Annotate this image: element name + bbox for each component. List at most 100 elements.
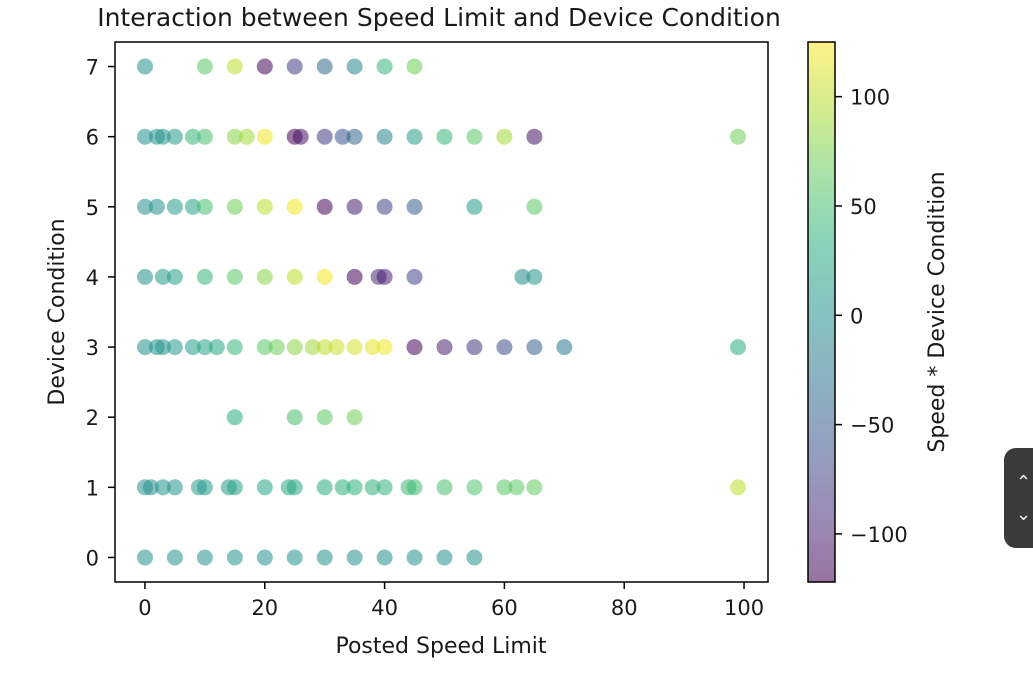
scatter-point bbox=[292, 128, 309, 145]
scatter-point bbox=[196, 268, 213, 285]
x-tick-label: 40 bbox=[371, 596, 398, 620]
colorbar-tick-label: 100 bbox=[850, 86, 890, 110]
scatter-point bbox=[346, 479, 363, 496]
scatter-point bbox=[508, 479, 525, 496]
scatter-point bbox=[496, 479, 513, 496]
scroll-widget[interactable]: ⌃ ⌄ bbox=[1004, 448, 1033, 548]
scatter-point bbox=[166, 479, 183, 496]
scatter-point bbox=[154, 268, 171, 285]
scatter-point bbox=[376, 58, 393, 75]
scatter-point bbox=[166, 198, 183, 215]
scatter-point bbox=[364, 339, 381, 356]
x-tick-label: 60 bbox=[491, 596, 518, 620]
chevron-down-icon[interactable]: ⌄ bbox=[1016, 504, 1032, 525]
scatter-point bbox=[154, 128, 171, 145]
colorbar-tick-label: −100 bbox=[850, 523, 908, 547]
y-tick-label: 4 bbox=[86, 266, 99, 290]
x-tick-label: 0 bbox=[138, 596, 151, 620]
scatter-point bbox=[196, 479, 213, 496]
scatter-point bbox=[406, 479, 423, 496]
scatter-point bbox=[406, 339, 423, 356]
scatter-point bbox=[334, 479, 351, 496]
scatter-point bbox=[316, 549, 333, 566]
chevron-up-icon[interactable]: ⌃ bbox=[1016, 472, 1032, 493]
scatter-point bbox=[226, 268, 243, 285]
scatter-point bbox=[286, 409, 303, 426]
scatter-point bbox=[466, 549, 483, 566]
scatter-point bbox=[137, 549, 153, 566]
scatter-point bbox=[226, 198, 243, 215]
scatter-point bbox=[466, 128, 483, 145]
scatter-point bbox=[364, 479, 381, 496]
scatter-point bbox=[154, 339, 171, 356]
scatter-point bbox=[154, 479, 171, 496]
scatter-point bbox=[376, 339, 393, 356]
y-tick-label: 3 bbox=[86, 336, 99, 360]
scatter-point bbox=[184, 198, 201, 215]
colorbar bbox=[807, 41, 836, 583]
scatter-point bbox=[256, 339, 273, 356]
scatter-point bbox=[226, 339, 243, 356]
colorbar-ticks: 100 50 0 −50 −100 bbox=[835, 86, 908, 547]
scatter-point bbox=[226, 409, 243, 426]
scatter-point bbox=[730, 128, 746, 145]
scatter-point bbox=[256, 198, 273, 215]
scatter-point bbox=[226, 479, 243, 496]
y-axis-label: Device Condition bbox=[45, 218, 70, 405]
scatter-point bbox=[436, 339, 453, 356]
y-axis-ticks: 0 1 2 3 4 5 6 7 bbox=[86, 56, 115, 570]
scatter-point bbox=[730, 479, 746, 496]
scatter-point bbox=[316, 268, 333, 285]
scatter-point bbox=[184, 339, 201, 356]
scatter-point bbox=[526, 268, 543, 285]
scatter-point bbox=[196, 549, 213, 566]
scatter-point bbox=[256, 268, 273, 285]
scatter-point bbox=[346, 128, 363, 145]
scatter-point bbox=[184, 128, 201, 145]
scatter-point bbox=[466, 198, 483, 215]
colorbar-label: Speed * Device Condition bbox=[925, 171, 950, 452]
scatter-point bbox=[730, 339, 746, 356]
scatter-point bbox=[526, 128, 543, 145]
scatter-point bbox=[346, 339, 363, 356]
scatter-point bbox=[226, 58, 243, 75]
scatter-point bbox=[256, 479, 273, 496]
scatter-point bbox=[406, 198, 423, 215]
scatter-point bbox=[286, 549, 303, 566]
scatter-point bbox=[514, 268, 531, 285]
scatter-point bbox=[268, 339, 285, 356]
scatter-point bbox=[137, 128, 153, 145]
scatter-point bbox=[436, 549, 453, 566]
scatter-point bbox=[376, 128, 393, 145]
scatter-point bbox=[346, 549, 363, 566]
scatter-point bbox=[238, 128, 255, 145]
y-tick-label: 2 bbox=[86, 406, 99, 430]
scatter-point bbox=[436, 479, 453, 496]
colorbar-tick-label: −50 bbox=[850, 414, 894, 438]
scatter-point bbox=[334, 128, 351, 145]
scatter-point bbox=[376, 198, 393, 215]
scatter-point bbox=[406, 58, 423, 75]
scatter-point bbox=[526, 198, 543, 215]
scatter-point bbox=[316, 128, 333, 145]
scatter-point bbox=[286, 479, 303, 496]
scatter-point bbox=[328, 339, 345, 356]
scatter-point bbox=[226, 128, 243, 145]
scatter-point bbox=[526, 479, 543, 496]
scatter-point bbox=[166, 339, 183, 356]
scatter-point bbox=[406, 268, 423, 285]
scatter-point bbox=[286, 268, 303, 285]
scatter-point bbox=[316, 58, 333, 75]
x-tick-label: 20 bbox=[251, 596, 278, 620]
scatter-point bbox=[406, 549, 423, 566]
scatter-point bbox=[137, 198, 153, 215]
scatter-point bbox=[496, 128, 513, 145]
y-tick-label: 1 bbox=[86, 476, 99, 500]
scatter-point bbox=[137, 268, 153, 285]
scatter-point bbox=[256, 549, 273, 566]
points-layer bbox=[137, 58, 746, 566]
scatter-point bbox=[316, 339, 333, 356]
y-tick-label: 5 bbox=[86, 196, 99, 220]
scatter-point bbox=[208, 339, 225, 356]
